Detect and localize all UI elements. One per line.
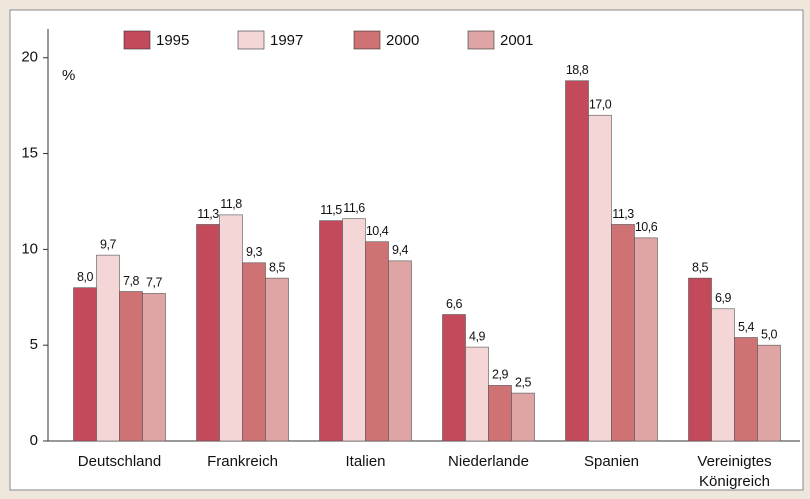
value-label: 9,7 — [100, 237, 116, 251]
value-label: 9,4 — [392, 243, 408, 257]
bar — [265, 277, 289, 442]
bar — [342, 218, 366, 442]
bar — [465, 346, 489, 442]
value-label: 5,4 — [738, 320, 754, 334]
value-label: 11,8 — [220, 197, 242, 211]
value-label: 6,9 — [715, 291, 731, 305]
legend-swatch — [467, 30, 495, 50]
bar — [319, 220, 343, 442]
value-label: 4,9 — [469, 329, 485, 343]
value-label: 7,8 — [123, 274, 139, 288]
x-tick-label: Italien — [345, 453, 385, 470]
value-label: 8,5 — [692, 260, 708, 274]
bar — [242, 262, 266, 442]
bar — [196, 224, 220, 442]
legend-label: 1995 — [156, 32, 189, 49]
value-label: 11,3 — [612, 207, 634, 221]
bar — [142, 293, 166, 442]
bar — [511, 392, 535, 442]
value-label: 17,0 — [589, 98, 612, 112]
legend-swatch — [237, 30, 265, 50]
y-tick-label: 10 — [21, 240, 38, 257]
value-label: 8,5 — [269, 260, 285, 274]
bar — [119, 291, 143, 442]
legend-swatch — [123, 30, 151, 50]
bar — [634, 237, 658, 442]
y-tick-label: 0 — [30, 432, 38, 449]
x-tick-label: Deutschland — [78, 453, 161, 470]
x-tick-label: Niederlande — [448, 453, 529, 470]
y-tick-label: 15 — [21, 145, 38, 162]
value-label: 9,3 — [246, 245, 262, 259]
x-tick-label: Vereinigtes Königreich — [697, 453, 771, 490]
legend-label: 2001 — [500, 32, 533, 49]
value-label: 8,0 — [77, 270, 93, 284]
bar — [734, 337, 758, 442]
value-label: 7,7 — [146, 276, 162, 290]
bar — [96, 254, 120, 442]
value-label: 10,4 — [366, 224, 389, 238]
value-label: 10,6 — [635, 220, 658, 234]
legend-swatch — [353, 30, 381, 50]
bar — [73, 287, 97, 442]
legend-label: 2000 — [386, 32, 419, 49]
y-unit: % — [62, 67, 75, 84]
value-label: 11,6 — [343, 201, 365, 215]
bar — [588, 114, 612, 442]
bar — [688, 277, 712, 442]
value-label: 11,5 — [320, 203, 342, 217]
legend-label: 1997 — [270, 32, 303, 49]
value-label: 6,6 — [446, 297, 462, 311]
y-tick-label: 5 — [30, 336, 38, 353]
bar — [488, 385, 512, 442]
bar — [388, 260, 412, 442]
y-tick-label: 20 — [21, 49, 38, 66]
bar — [442, 314, 466, 442]
value-label: 2,5 — [515, 375, 531, 389]
bar — [565, 80, 589, 442]
value-label: 5,0 — [761, 327, 777, 341]
value-label: 11,3 — [197, 207, 219, 221]
x-tick-label: Spanien — [584, 453, 639, 470]
bar — [365, 241, 389, 442]
value-label: 2,9 — [492, 368, 508, 382]
bar — [219, 214, 243, 442]
x-tick-label: Frankreich — [207, 453, 278, 470]
bar — [757, 344, 781, 442]
bar — [711, 308, 735, 442]
value-label: 18,8 — [566, 63, 589, 77]
bar — [611, 224, 635, 442]
